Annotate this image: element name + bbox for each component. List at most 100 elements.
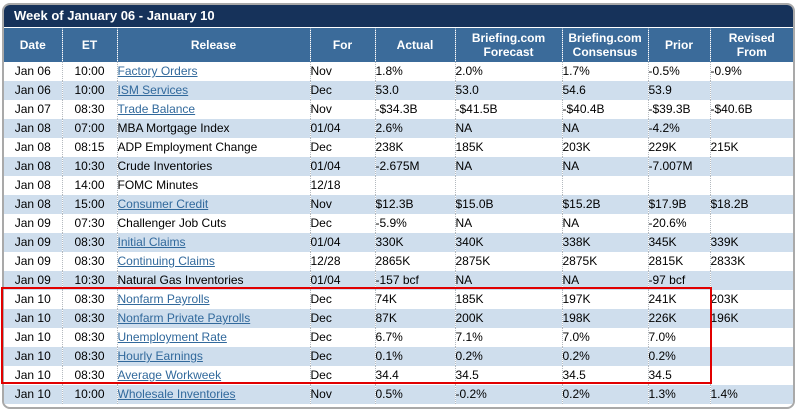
table-row: Jan 06 10:00 Factory Orders Nov 1.8% 2.0% 1.7%… xyxy=(4,62,793,81)
table-row: Jan 09 08:30 Continuing Claims 12/28 2865K 28… xyxy=(4,252,793,271)
cell-prior xyxy=(648,176,711,195)
column-header-row: Date ET Release For Actual Briefing.com Forec… xyxy=(4,28,793,62)
cell-consensus xyxy=(562,176,649,195)
cell-consensus: 34.5 xyxy=(562,366,649,385)
cell-consensus: $15.2B xyxy=(562,195,649,214)
cell-et: 10:00 xyxy=(62,81,118,100)
cell-release: ISM Services xyxy=(117,81,311,100)
cell-et: 08:30 xyxy=(62,366,118,385)
cell-forecast: 2.0% xyxy=(455,62,563,81)
cell-forecast: $15.0B xyxy=(455,195,563,214)
cell-et: 08:30 xyxy=(62,309,118,328)
cell-consensus: 197K xyxy=(562,290,649,309)
cell-consensus: 1.7% xyxy=(562,62,649,81)
cell-et: 15:00 xyxy=(62,195,118,214)
cell-for: 01/04 xyxy=(310,119,376,138)
release-link[interactable]: Unemployment Rate xyxy=(117,330,227,344)
column-header-for: For xyxy=(310,28,376,62)
cell-revised xyxy=(710,157,793,176)
release-link[interactable]: Consumer Credit xyxy=(117,197,209,211)
cell-forecast: 340K xyxy=(455,233,563,252)
cell-forecast: 185K xyxy=(455,138,563,157)
cell-revised: $18.2B xyxy=(710,197,749,211)
cell-actual: 0.1% xyxy=(375,347,456,366)
cell-actual: 1.8% xyxy=(375,62,456,81)
cell-revised: 1.4% xyxy=(710,387,738,401)
cell-date: Jan 08 xyxy=(4,176,63,195)
economic-calendar-panel: Week of January 06 - January 10 Date ET Re… xyxy=(2,3,795,409)
cell-forecast: -$41.5B xyxy=(455,100,563,119)
cell-et: 08:30 xyxy=(62,290,118,309)
cell-date: Jan 08 xyxy=(4,138,63,157)
cell-date: Jan 09 xyxy=(4,233,63,252)
cell-forecast: NA xyxy=(455,214,563,233)
cell-release: Hourly Earnings xyxy=(117,347,311,366)
cell-date: Jan 09 xyxy=(4,214,63,233)
release-link[interactable]: Hourly Earnings xyxy=(117,349,203,363)
table-row: Jan 10 08:30 Hourly Earnings Dec 0.1% 0.2% 0.2… xyxy=(4,347,793,366)
cell-forecast: 34.5 xyxy=(455,366,563,385)
cell-actual: 238K xyxy=(375,138,456,157)
release-link[interactable]: Continuing Claims xyxy=(117,254,215,268)
cell-release: FOMC Minutes xyxy=(117,176,311,195)
release-link[interactable]: Nonfarm Private Payrolls xyxy=(117,311,251,325)
column-header-prior: Prior xyxy=(648,28,711,62)
cell-prior: 0.2% xyxy=(648,347,711,366)
cell-actual: -2.675M xyxy=(375,157,456,176)
cell-consensus: NA xyxy=(562,157,649,176)
cell-for: 01/04 xyxy=(310,233,376,252)
cell-et: 10:00 xyxy=(62,62,118,81)
cell-prior: 7.0% xyxy=(648,328,711,347)
cell-consensus: 203K xyxy=(562,138,649,157)
table-row: Jan 10 08:30 Unemployment Rate Dec 6.7% 7.1% 7… xyxy=(4,328,793,347)
cell-date: Jan 09 xyxy=(4,271,63,290)
cell-for: 01/04 xyxy=(310,271,376,290)
release-link[interactable]: Average Workweek xyxy=(117,368,222,382)
cell-for: 12/28 xyxy=(310,252,376,271)
release-link[interactable]: Trade Balance xyxy=(117,102,196,116)
cell-et: 08:30 xyxy=(62,100,118,119)
table-row: Jan 08 10:30 Crude Inventories 01/04 -2.675M… xyxy=(4,157,793,176)
cell-forecast: 53.0 xyxy=(455,81,563,100)
cell-actual: 74K xyxy=(375,290,456,309)
release-link[interactable]: Factory Orders xyxy=(117,64,198,78)
table-row: Jan 06 10:00 ISM Services Dec 53.0 53.0 54.6 53… xyxy=(4,81,793,100)
cell-release: ADP Employment Change xyxy=(117,138,311,157)
table-row: Jan 08 14:00 FOMC Minutes 12/18 xyxy=(4,176,793,195)
cell-consensus: -$40.4B xyxy=(562,100,649,119)
column-header-revised-from: Revised From xyxy=(710,28,793,62)
cell-actual: 53.0 xyxy=(375,81,456,100)
cell-for: Nov xyxy=(310,385,376,404)
cell-et: 10:00 xyxy=(62,385,118,404)
cell-et: 08:30 xyxy=(62,252,118,271)
table-row: Jan 08 15:00 Consumer Credit Nov $12.3B $15.0… xyxy=(4,195,793,214)
column-header-briefing-com-consensus: Briefing.com Consensus xyxy=(562,28,649,62)
cell-forecast: NA xyxy=(455,119,563,138)
cell-prior: 226K xyxy=(648,309,711,328)
cell-revised: 339K xyxy=(710,235,739,249)
cell-release: Crude Inventories xyxy=(117,157,311,176)
cell-revised: 203K xyxy=(710,292,739,306)
cell-for: Dec xyxy=(310,309,376,328)
cell-for: 01/04 xyxy=(310,157,376,176)
cell-et: 14:00 xyxy=(62,176,118,195)
release-link[interactable]: Wholesale Inventories xyxy=(117,387,236,401)
cell-et: 08:30 xyxy=(62,328,118,347)
cell-prior: 241K xyxy=(648,290,711,309)
cell-forecast: 2875K xyxy=(455,252,563,271)
cell-date: Jan 08 xyxy=(4,195,63,214)
cell-prior: 1.3% xyxy=(648,385,711,404)
cell-for: 12/18 xyxy=(310,176,376,195)
release-link[interactable]: ISM Services xyxy=(117,83,189,97)
table-row: Jan 09 10:30 Natural Gas Inventories 01/04-… xyxy=(4,271,793,290)
cell-forecast: 200K xyxy=(455,309,563,328)
cell-for: Dec xyxy=(310,290,376,309)
cell-revised xyxy=(710,271,793,290)
cell-actual: 6.7% xyxy=(375,328,456,347)
release-link[interactable]: Initial Claims xyxy=(117,235,186,249)
table-row: Jan 10 08:30 Average Workweek Dec 34.4 34.5 34… xyxy=(4,366,793,385)
cell-date: Jan 10 xyxy=(4,347,63,366)
release-link[interactable]: Nonfarm Payrolls xyxy=(117,292,210,306)
cell-for: Dec xyxy=(310,81,376,100)
cell-actual: 87K xyxy=(375,309,456,328)
